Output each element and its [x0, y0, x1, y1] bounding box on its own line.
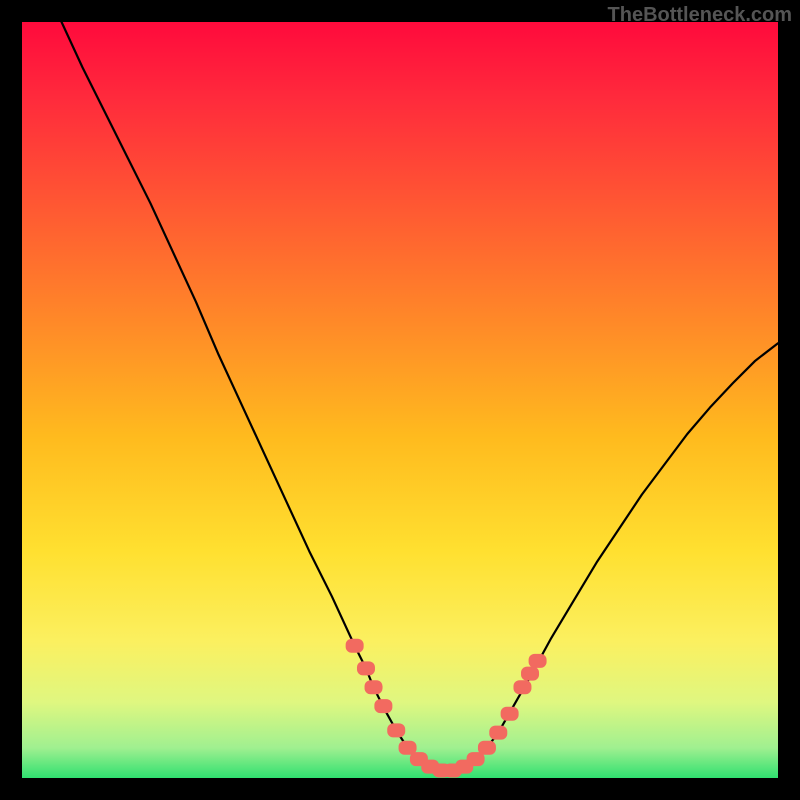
bottleneck-curve-chart: [0, 0, 800, 800]
curve-marker: [501, 707, 519, 721]
curve-marker: [346, 639, 364, 653]
curve-marker: [521, 667, 539, 681]
plot-background: [22, 22, 778, 778]
curve-marker: [357, 661, 375, 675]
curve-marker: [478, 741, 496, 755]
curve-marker: [489, 726, 507, 740]
chart-container: TheBottleneck.com: [0, 0, 800, 800]
curve-marker: [374, 699, 392, 713]
curve-marker: [365, 680, 383, 694]
curve-marker: [513, 680, 531, 694]
curve-marker: [387, 723, 405, 737]
watermark-text: TheBottleneck.com: [608, 4, 792, 27]
curve-marker: [529, 654, 547, 668]
